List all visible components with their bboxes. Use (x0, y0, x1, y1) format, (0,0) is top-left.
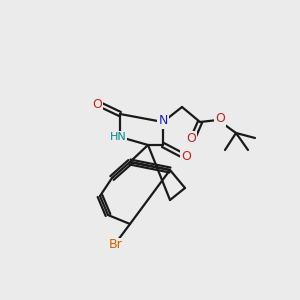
Text: O: O (181, 151, 191, 164)
Text: N: N (158, 115, 168, 128)
Text: O: O (92, 98, 102, 112)
Text: O: O (186, 131, 196, 145)
Text: O: O (215, 112, 225, 125)
Text: HN: HN (110, 132, 126, 142)
Text: Br: Br (109, 238, 123, 251)
